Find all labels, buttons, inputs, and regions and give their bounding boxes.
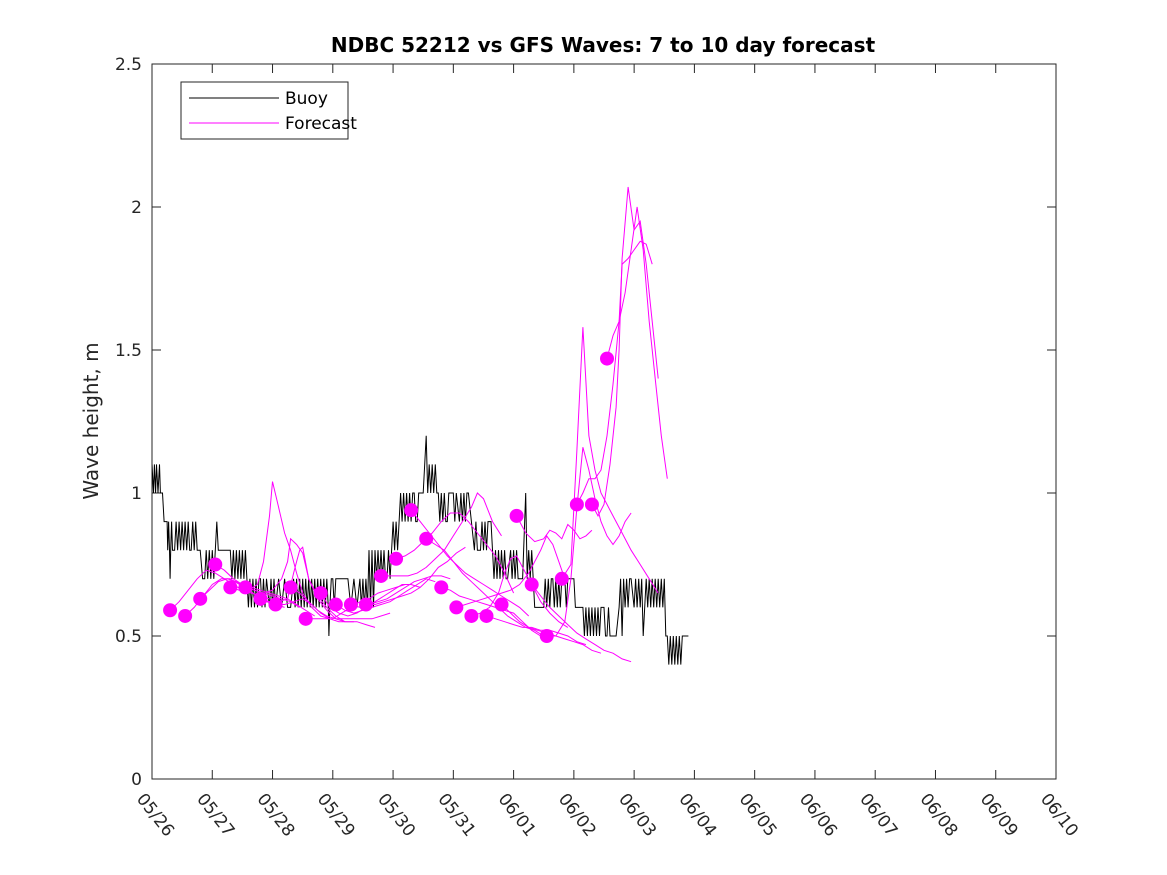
y-tick-label: 2 [131, 198, 142, 218]
forecast-start-point [600, 351, 615, 366]
series-clip-group [152, 186, 689, 665]
forecast-start-point [464, 608, 479, 623]
forecast-series-line [486, 615, 587, 646]
forecast-series-line [245, 537, 346, 623]
forecast-start-point [584, 497, 599, 512]
forecast-start-point [404, 503, 419, 518]
forecast-start-point [253, 591, 268, 606]
legend-box [180, 81, 349, 140]
forecast-series-line [290, 586, 391, 620]
forecast-start-point [298, 611, 313, 626]
forecast-start-point [283, 580, 298, 595]
y-tick-label: 1 [131, 484, 142, 504]
y-axis-label: Wave height, m [79, 342, 103, 499]
plot-series [152, 186, 689, 665]
forecast-start-point [494, 597, 509, 612]
forecast-series-line [546, 447, 632, 637]
y-tick-label: 1.5 [115, 341, 142, 361]
legend: Buoy Forecast [180, 81, 357, 140]
forecast-start-point [374, 568, 389, 583]
forecast-series-line [456, 534, 566, 608]
chart-title: NDBC 52212 vs GFS Waves: 7 to 10 day for… [331, 33, 876, 57]
y-tick-label: 2.5 [115, 55, 142, 75]
forecast-start-point [554, 571, 569, 586]
forecast-start-point [389, 551, 404, 566]
forecast-series-line [335, 578, 436, 614]
forecast-start-point [328, 597, 343, 612]
forecast-start-point [193, 591, 208, 606]
forecast-start-point [449, 600, 464, 615]
forecast-series-line [591, 186, 659, 517]
forecast-start-point [268, 597, 283, 612]
forecast-series-line [606, 206, 668, 479]
forecast-series-line [365, 546, 466, 605]
forecast-start-point [524, 577, 539, 592]
forecast-series-line [531, 584, 632, 663]
forecast-series-line [425, 538, 544, 637]
forecast-start-point [223, 580, 238, 595]
forecast-series-line [561, 327, 659, 594]
forecast-series-line [516, 515, 593, 543]
forecast-series-line [576, 240, 653, 505]
forecast-start-point [419, 531, 434, 546]
forecast-series-line [395, 512, 515, 594]
forecast-start-point [313, 586, 328, 601]
forecast-start-point [569, 497, 584, 512]
forecast-start-point [208, 557, 223, 572]
y-tick-label: 0.5 [115, 627, 142, 647]
forecast-start-point [163, 603, 178, 618]
forecast-start-point [479, 608, 494, 623]
forecast-start-point [178, 608, 193, 623]
plot-area-frame [151, 63, 1057, 780]
forecast-start-point [539, 629, 554, 643]
forecast-series-line [215, 564, 315, 617]
legend-label-buoy: Buoy [285, 89, 328, 109]
forecast-start-point [434, 580, 449, 595]
forecast-series-line [275, 598, 376, 628]
forecast-start-point [509, 508, 524, 523]
forecast-start-point [343, 597, 358, 612]
axes: 00.511.522.505/26 05/27 05/28 05/29 05/30 05/… [115, 55, 1082, 841]
forecast-start-point [358, 597, 373, 612]
y-tick-label: 0 [131, 770, 142, 790]
legend-label-forecast: Forecast [285, 114, 357, 134]
forecast-start-point [238, 580, 253, 595]
forecast-series-line [471, 555, 569, 628]
